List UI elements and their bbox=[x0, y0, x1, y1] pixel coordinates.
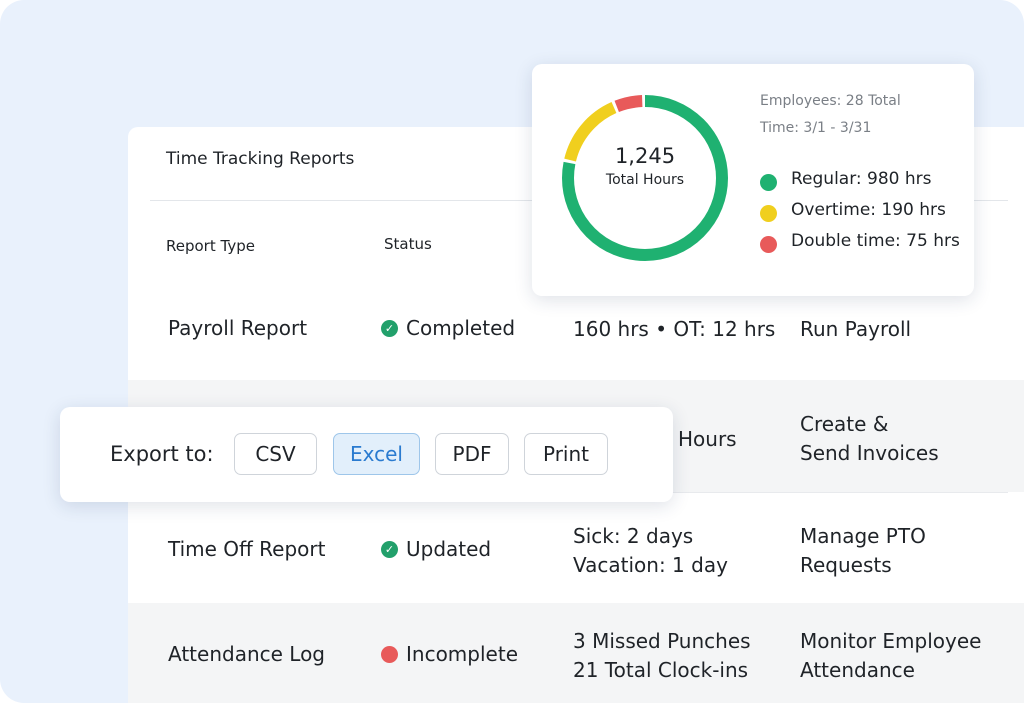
action: Monitor Employee bbox=[800, 629, 982, 653]
action: Requests bbox=[800, 552, 892, 577]
legend-dot bbox=[760, 236, 777, 253]
donut-segment bbox=[562, 95, 728, 261]
total-caption: Total Hours bbox=[605, 172, 685, 188]
column-header: Status bbox=[384, 235, 432, 253]
legend-dot bbox=[760, 205, 777, 222]
details: 21 Total Clock-ins bbox=[573, 658, 749, 682]
details: Sick: 2 days bbox=[573, 523, 694, 548]
action: Send Invoices bbox=[800, 441, 939, 465]
details: Vacation: 1 day bbox=[573, 552, 728, 577]
legend-label: Regular: 980 hrs bbox=[791, 169, 932, 189]
table-row: Attendance Log Incomplete 3 Missed Punches… bbox=[128, 603, 1024, 703]
hours-summary: 1,245 Total Hours Employees: 28 Total Time:… bbox=[532, 64, 974, 296]
export-panel: Export to: CSV Excel PDF Print bbox=[60, 407, 673, 502]
details: 160 hrs • OT: 12 hrs bbox=[573, 317, 776, 341]
export-button[interactable]: PDF bbox=[435, 433, 509, 475]
report-type: Time Off Report bbox=[168, 536, 326, 561]
total-hours: 1,245 bbox=[614, 144, 676, 168]
status-icon: ✓ bbox=[381, 540, 398, 558]
donut-chart bbox=[562, 95, 728, 261]
export-button[interactable]: Print bbox=[524, 433, 608, 475]
table-title: Time Tracking Reports bbox=[166, 149, 355, 169]
status-icon bbox=[381, 646, 398, 663]
legend-label: Double time: 75 hrs bbox=[791, 231, 960, 251]
details: 3 Missed Punches bbox=[573, 629, 751, 653]
details: Hours bbox=[678, 426, 737, 451]
legend-label: Overtime: 190 hrs bbox=[791, 200, 946, 220]
action: Create & bbox=[800, 412, 889, 436]
action: Run Payroll bbox=[800, 317, 912, 341]
column-header: Report Type bbox=[166, 237, 255, 255]
action: Attendance bbox=[800, 658, 915, 682]
status-icon: ✓ bbox=[381, 319, 398, 337]
export-button[interactable]: CSV bbox=[234, 433, 317, 475]
status: Incomplete bbox=[406, 642, 518, 666]
action: Manage PTO bbox=[800, 523, 926, 548]
report-type: Payroll Report bbox=[168, 315, 308, 340]
report-type: Attendance Log bbox=[168, 642, 326, 666]
export-label: Export to: bbox=[110, 442, 214, 466]
export-button[interactable]: Excel bbox=[333, 433, 420, 475]
period: Time: 3/1 - 3/31 bbox=[760, 120, 872, 136]
legend-dot bbox=[760, 174, 777, 191]
table-row: Time Off Report ✓ Updated Sick: 2 days Vacat… bbox=[128, 492, 1024, 603]
status: Completed bbox=[406, 315, 516, 340]
status: Updated bbox=[406, 536, 492, 561]
employees: Employees: 28 Total bbox=[760, 93, 901, 109]
